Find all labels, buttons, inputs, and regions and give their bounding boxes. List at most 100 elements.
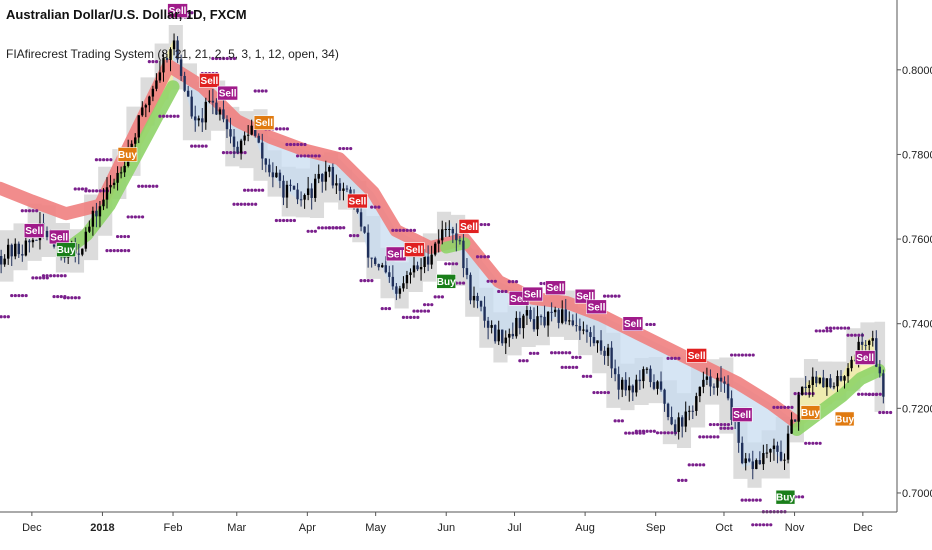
dot-marker bbox=[479, 255, 483, 259]
dot-marker bbox=[783, 405, 787, 409]
dot-marker bbox=[606, 390, 610, 395]
dot-marker bbox=[165, 114, 169, 118]
dot-marker bbox=[723, 422, 727, 427]
candle bbox=[511, 322, 515, 340]
candle-body bbox=[441, 229, 444, 241]
candle-body bbox=[875, 338, 878, 367]
candle-body bbox=[264, 158, 267, 165]
candle-body bbox=[628, 385, 631, 391]
dot-marker bbox=[758, 523, 762, 527]
dot-marker bbox=[285, 127, 289, 131]
candle-body bbox=[762, 453, 765, 465]
candle-body bbox=[871, 338, 874, 341]
candle bbox=[236, 141, 239, 154]
dot-marker bbox=[602, 294, 607, 298]
dot-marker bbox=[518, 359, 522, 363]
dot-marker bbox=[377, 205, 381, 209]
dot-marker bbox=[677, 478, 681, 482]
candle bbox=[204, 97, 208, 130]
dot-marker bbox=[532, 351, 536, 355]
dot-marker bbox=[116, 249, 120, 253]
dot-marker bbox=[726, 426, 730, 430]
candle bbox=[17, 241, 20, 258]
dot-marker bbox=[13, 293, 17, 298]
signal-text: Sell bbox=[169, 6, 187, 17]
candle-body bbox=[476, 295, 479, 301]
candle bbox=[176, 36, 179, 63]
dot-marker bbox=[190, 11, 194, 15]
dot-marker bbox=[52, 294, 56, 299]
dot-marker bbox=[606, 294, 610, 298]
candle bbox=[391, 265, 395, 290]
candle-body bbox=[158, 72, 162, 81]
candle bbox=[282, 175, 285, 206]
dot-marker bbox=[800, 495, 805, 499]
candle bbox=[543, 305, 546, 328]
dot-marker bbox=[444, 262, 448, 266]
candle bbox=[698, 386, 702, 403]
candle bbox=[328, 165, 331, 178]
candle bbox=[529, 306, 532, 322]
candle-body bbox=[275, 172, 278, 178]
candle bbox=[695, 392, 698, 416]
candle bbox=[744, 452, 747, 471]
candle-body bbox=[631, 385, 634, 393]
dot-marker bbox=[786, 405, 790, 409]
candle-body bbox=[395, 286, 398, 294]
dot-marker bbox=[310, 229, 314, 233]
candle bbox=[395, 282, 398, 301]
signal-text: Sell bbox=[219, 89, 237, 100]
y-tick-label: 0.78000 bbox=[902, 149, 932, 161]
candle-body bbox=[501, 329, 504, 344]
dot-marker bbox=[292, 142, 296, 147]
candle-body bbox=[740, 442, 744, 464]
candle bbox=[197, 115, 200, 127]
dot-marker bbox=[232, 56, 237, 61]
dot-marker bbox=[708, 422, 713, 427]
candle bbox=[45, 226, 49, 241]
dot-marker bbox=[24, 209, 28, 213]
dot-marker bbox=[885, 410, 889, 415]
dot-marker bbox=[497, 289, 501, 294]
candle bbox=[462, 234, 465, 278]
dot-marker bbox=[528, 351, 533, 355]
candle-body bbox=[208, 100, 211, 102]
dot-marker bbox=[560, 351, 565, 355]
candle-body bbox=[268, 164, 271, 173]
candle bbox=[158, 60, 162, 83]
dot-marker bbox=[716, 422, 720, 427]
candle bbox=[677, 412, 680, 440]
candle-body bbox=[726, 383, 730, 399]
candle-body bbox=[148, 96, 151, 106]
signal-text: Buy bbox=[118, 150, 137, 161]
dot-marker bbox=[387, 306, 392, 311]
candle-body bbox=[321, 173, 324, 182]
candle-body bbox=[243, 135, 246, 141]
dot-marker bbox=[190, 144, 194, 148]
candle bbox=[35, 239, 38, 241]
dot-marker bbox=[109, 249, 113, 253]
dot-marker bbox=[751, 353, 755, 357]
candle bbox=[539, 314, 543, 326]
candle-body bbox=[666, 403, 670, 418]
candle bbox=[278, 169, 282, 189]
dot-marker bbox=[747, 498, 751, 502]
candle-body bbox=[278, 172, 282, 181]
candle bbox=[628, 377, 631, 402]
dot-marker bbox=[539, 281, 543, 286]
dot-marker bbox=[105, 249, 109, 253]
x-tick-label: Nov bbox=[785, 522, 805, 534]
dot-marker bbox=[109, 158, 113, 162]
dot-marker bbox=[504, 289, 508, 294]
dot-marker bbox=[409, 315, 413, 319]
candle-body bbox=[405, 275, 409, 284]
dot-marker bbox=[557, 351, 561, 355]
dot-marker bbox=[649, 429, 653, 433]
dot-marker bbox=[77, 187, 81, 191]
signal-text: Sell bbox=[856, 353, 874, 364]
dot-marker bbox=[412, 228, 417, 232]
dot-marker bbox=[218, 56, 222, 61]
dot-marker bbox=[860, 392, 864, 396]
candle-body bbox=[578, 326, 582, 331]
dot-marker bbox=[239, 202, 243, 206]
